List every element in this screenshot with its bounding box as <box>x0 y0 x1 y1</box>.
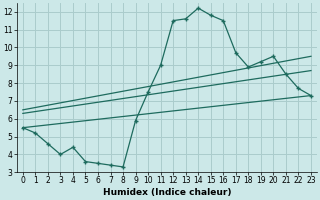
X-axis label: Humidex (Indice chaleur): Humidex (Indice chaleur) <box>103 188 231 197</box>
